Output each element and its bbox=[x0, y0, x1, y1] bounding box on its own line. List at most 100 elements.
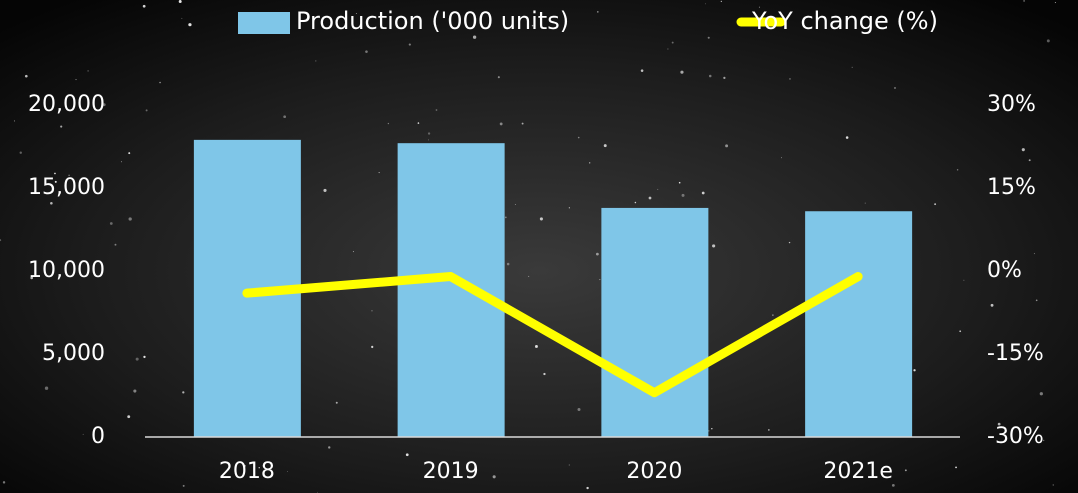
star bbox=[767, 429, 770, 431]
star bbox=[335, 401, 338, 404]
star bbox=[408, 43, 411, 46]
star bbox=[352, 251, 354, 253]
star bbox=[1033, 253, 1035, 255]
star bbox=[577, 136, 580, 139]
star bbox=[712, 244, 716, 248]
star bbox=[30, 276, 33, 280]
y2-tick-label: -30% bbox=[987, 424, 1044, 449]
legend-label: YoY change (%) bbox=[751, 7, 938, 35]
bar bbox=[601, 207, 709, 437]
star bbox=[497, 76, 500, 79]
star bbox=[60, 125, 63, 128]
star bbox=[472, 35, 477, 39]
y-tick-label: 15,000 bbox=[28, 175, 105, 200]
star bbox=[75, 79, 77, 81]
star bbox=[24, 74, 28, 78]
star bbox=[19, 151, 22, 154]
star bbox=[13, 120, 16, 122]
star bbox=[701, 191, 705, 195]
star bbox=[133, 389, 137, 393]
star bbox=[159, 81, 161, 84]
star bbox=[648, 196, 652, 200]
star bbox=[680, 70, 684, 74]
star bbox=[428, 139, 430, 141]
star bbox=[387, 122, 390, 125]
star bbox=[708, 74, 712, 78]
star bbox=[181, 17, 183, 19]
star bbox=[789, 78, 791, 80]
star bbox=[657, 188, 659, 190]
star bbox=[50, 201, 53, 205]
star bbox=[913, 369, 916, 372]
star bbox=[596, 11, 599, 13]
star bbox=[681, 193, 685, 197]
line bbox=[242, 272, 863, 398]
y-tick-label: 5,000 bbox=[42, 341, 105, 366]
star bbox=[1054, 2, 1056, 4]
star bbox=[287, 471, 288, 472]
star bbox=[405, 453, 409, 457]
star bbox=[990, 303, 994, 307]
bar bbox=[397, 143, 505, 437]
star bbox=[135, 357, 139, 361]
bar bbox=[805, 211, 913, 437]
star bbox=[705, 3, 706, 5]
star bbox=[1023, 0, 1025, 2]
star bbox=[87, 70, 89, 72]
y-tick-label: 0 bbox=[91, 424, 105, 449]
star bbox=[127, 415, 131, 419]
star bbox=[577, 408, 581, 412]
star bbox=[514, 204, 516, 205]
star bbox=[539, 217, 543, 221]
star bbox=[708, 430, 710, 432]
star bbox=[711, 428, 713, 430]
star bbox=[528, 275, 530, 278]
star bbox=[531, 24, 534, 27]
x-tick-label: 2020 bbox=[626, 459, 682, 484]
star bbox=[188, 23, 192, 27]
star bbox=[640, 69, 644, 72]
star bbox=[182, 391, 185, 394]
star bbox=[128, 217, 132, 221]
star bbox=[178, 0, 182, 3]
x-tick-label: 2018 bbox=[219, 459, 275, 484]
star bbox=[955, 466, 957, 469]
star bbox=[315, 60, 317, 62]
star bbox=[894, 87, 896, 89]
star bbox=[504, 216, 507, 219]
y2-tick-label: 30% bbox=[987, 92, 1036, 117]
star bbox=[543, 372, 546, 376]
star bbox=[595, 252, 599, 256]
star bbox=[328, 446, 331, 449]
star bbox=[44, 386, 49, 390]
y-tick-label: 20,000 bbox=[28, 92, 105, 117]
star bbox=[864, 202, 866, 204]
star bbox=[963, 279, 965, 281]
star bbox=[934, 203, 937, 206]
star bbox=[145, 109, 148, 112]
x-tick-label: 2019 bbox=[423, 459, 479, 484]
star bbox=[323, 188, 327, 193]
star bbox=[1021, 148, 1025, 152]
star bbox=[720, 0, 723, 3]
star bbox=[1028, 159, 1031, 162]
star bbox=[506, 262, 510, 266]
star bbox=[586, 486, 589, 490]
star bbox=[758, 6, 761, 8]
star bbox=[772, 314, 774, 316]
star bbox=[1046, 39, 1050, 43]
star bbox=[678, 181, 681, 184]
star bbox=[499, 122, 503, 126]
star bbox=[365, 50, 368, 53]
star bbox=[114, 243, 117, 246]
star bbox=[599, 279, 601, 281]
star bbox=[851, 66, 853, 68]
star bbox=[355, 13, 357, 15]
star bbox=[568, 207, 570, 209]
star bbox=[492, 475, 496, 479]
star bbox=[788, 241, 791, 244]
star bbox=[1035, 299, 1038, 302]
star bbox=[956, 169, 959, 171]
